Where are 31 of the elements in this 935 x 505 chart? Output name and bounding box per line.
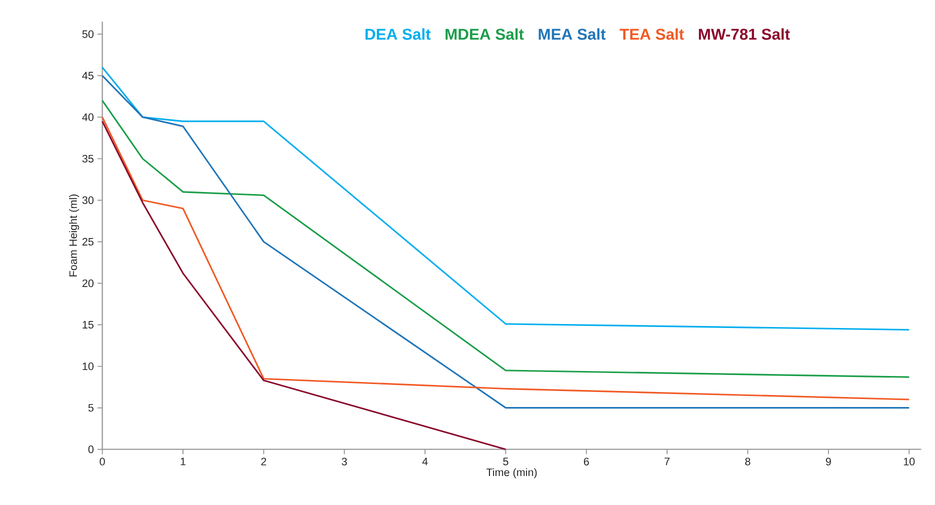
- x-tick-label: 3: [342, 458, 347, 466]
- x-tick-label: 8: [745, 458, 750, 466]
- y-tick-label: 5: [88, 404, 94, 412]
- x-tick-label: 4: [422, 458, 428, 466]
- line-series: [102, 120, 506, 450]
- x-tick-label: 1: [180, 458, 186, 466]
- text: DEA Salt: [366, 28, 431, 40]
- y-tick-label: 35: [82, 155, 94, 163]
- y-tick-label: 15: [82, 321, 94, 329]
- y-tick-label: 30: [82, 196, 94, 204]
- y-tick-label: 40: [82, 114, 94, 122]
- text: MEA Salt: [538, 28, 606, 40]
- x-axis-title: Time (min): [486, 468, 537, 478]
- y-tick-label: 45: [82, 72, 94, 80]
- text: MDEA Salt: [446, 28, 524, 40]
- y-tick-label: 10: [82, 362, 94, 370]
- x-tick-label: 10: [904, 458, 915, 466]
- y-tick-label: 0: [88, 446, 94, 454]
- y-tick-label: 50: [82, 30, 94, 38]
- x-tick-label: 6: [584, 458, 589, 466]
- text: MW-781 Salt: [698, 28, 790, 40]
- line-series: [102, 66, 910, 331]
- text: TEA Salt: [620, 28, 684, 40]
- x-tick-label: 0: [100, 458, 105, 466]
- x-tick-label: 7: [664, 458, 670, 466]
- x-tick-label: 9: [826, 458, 831, 466]
- x-tick-label: 2: [261, 458, 266, 466]
- y-axis-title: Foam Height (ml): [69, 194, 80, 277]
- y-tick-label: 20: [82, 280, 94, 288]
- y-tick-label: 25: [82, 238, 94, 246]
- x-tick-label: 5: [503, 458, 508, 466]
